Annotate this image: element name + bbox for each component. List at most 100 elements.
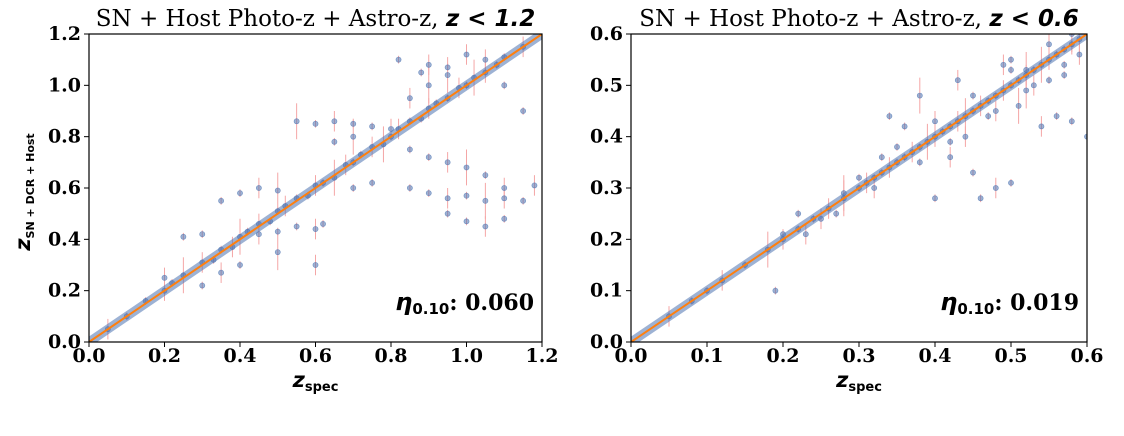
data-point [444, 195, 451, 202]
data-point [1038, 123, 1045, 130]
data-point [1061, 61, 1068, 68]
y-tick-label: 0.0 [590, 331, 623, 353]
y-tick-label: 1.0 [48, 74, 81, 96]
data-point [1030, 82, 1037, 89]
data-point [992, 108, 999, 114]
data-point [962, 133, 969, 140]
data-point [418, 69, 425, 76]
data-point [312, 226, 319, 232]
x-tick-label: 0.6 [1070, 345, 1103, 367]
data-point [985, 113, 992, 120]
x-tick-label: 0.0 [614, 345, 647, 367]
eta-annotation: η0.10: 0.060 [395, 288, 534, 318]
y-tick-label: 1.2 [48, 23, 81, 45]
data-point [274, 249, 281, 256]
data-point [520, 197, 527, 204]
data-point [218, 269, 225, 276]
x-tick-label: 0.3 [842, 345, 875, 367]
data-point [501, 82, 508, 89]
data-point [406, 95, 413, 102]
title-condition: z < 1.2 [445, 6, 535, 32]
data-point [425, 61, 432, 68]
data-point [293, 223, 300, 230]
data-point [954, 77, 961, 84]
data-point [1061, 72, 1068, 78]
plot-area [631, 34, 1087, 342]
data-point [482, 197, 489, 204]
data-point [1008, 179, 1014, 186]
y-axis-label-main: z [11, 238, 35, 252]
eta-subscript: 0.10 [957, 300, 994, 318]
data-point [932, 118, 938, 125]
eta-symbol: η [395, 288, 412, 316]
x-tick-label: 0.8 [374, 345, 407, 367]
x-tick-label: 0.1 [690, 345, 723, 367]
x-axis-label-sub: spec [848, 380, 882, 395]
title-prefix: SN + Host Photo-z + Astro-z, [639, 6, 989, 32]
data-point [312, 262, 319, 268]
x-axis-label: zspec [835, 368, 882, 395]
data-point [406, 146, 413, 153]
data-point [350, 185, 357, 191]
data-point [856, 174, 862, 181]
y-tick-label: 0.6 [590, 23, 623, 45]
y-tick-label: 0.3 [590, 177, 623, 199]
data-point [916, 159, 923, 166]
data-point [444, 64, 451, 71]
x-tick-label: 0.4 [918, 345, 951, 367]
data-point [180, 233, 187, 240]
chart-title: SN + Host Photo-z + Astro-z, z < 0.6 [639, 6, 1078, 32]
data-point [1046, 77, 1052, 84]
data-point [425, 82, 432, 89]
x-axis-label-main: z [835, 368, 849, 392]
data-point [482, 172, 489, 179]
data-point [369, 179, 376, 186]
data-point [331, 138, 338, 145]
data-point [161, 274, 168, 281]
y-tick-label: 0.5 [590, 74, 623, 96]
y-tick-label: 0.1 [590, 280, 623, 302]
data-point [970, 169, 976, 176]
data-point [932, 195, 938, 202]
eta-value: : 0.019 [994, 290, 1079, 316]
x-tick-label: 0.2 [766, 345, 799, 367]
y-tick-label: 0.4 [590, 126, 623, 148]
data-point [237, 262, 243, 268]
data-point [482, 223, 489, 230]
data-point [520, 108, 527, 114]
data-point [833, 210, 840, 217]
data-point [970, 92, 976, 99]
data-point [199, 231, 206, 238]
data-point [1015, 102, 1022, 109]
chart-title: SN + Host Photo-z + Astro-z, z < 1.2 [96, 6, 535, 32]
eta-subscript: 0.10 [412, 300, 449, 318]
eta-value: : 0.060 [449, 290, 534, 316]
data-point [350, 120, 357, 127]
x-axis-label-sub: spec [305, 380, 339, 395]
panel-1: 0.0 0.2 0.4 0.6 0.8 1.0 1.2 0.0 0.2 0.4 0.6 0.8 1.0 1… [11, 6, 559, 395]
x-tick-label: 0.0 [72, 345, 105, 367]
data-point [1068, 118, 1075, 125]
data-point [320, 221, 326, 227]
data-point [274, 187, 281, 194]
y-tick-label: 0.6 [48, 177, 81, 199]
x-tick-label: 0.2 [148, 345, 181, 367]
data-point [901, 123, 908, 130]
data-point [406, 185, 413, 191]
data-point [802, 231, 809, 238]
y-tick-label: 0.8 [48, 126, 81, 148]
data-point [331, 118, 338, 125]
y-tick-label: 0.4 [48, 228, 81, 250]
data-point [293, 118, 300, 125]
data-point [444, 210, 451, 217]
data-point [274, 228, 281, 235]
x-tick-label: 1.2 [525, 345, 558, 367]
reference-line [89, 34, 542, 342]
data-point [463, 164, 470, 171]
data-point [237, 190, 243, 197]
data-point [1046, 41, 1052, 48]
y-tick-label: 0.0 [48, 331, 81, 353]
data-point [531, 182, 538, 189]
data-point [1053, 113, 1060, 120]
data-point [501, 185, 508, 191]
